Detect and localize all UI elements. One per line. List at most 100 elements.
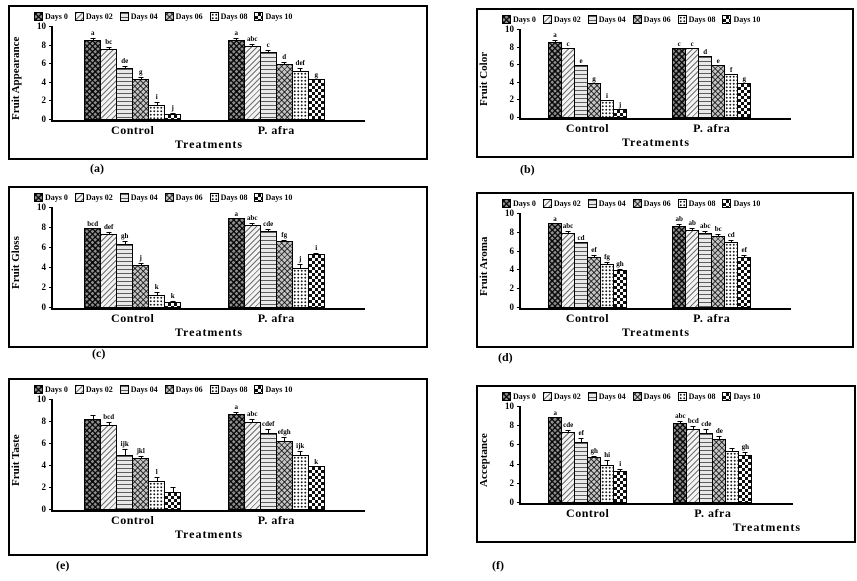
legend-item: Days 04 — [119, 385, 158, 394]
error-bar — [316, 252, 318, 255]
legend-label: Days 0 — [45, 193, 68, 202]
legend-swatch-icon — [542, 392, 552, 401]
y-tick-mark — [49, 421, 53, 422]
bar-days-04: ef — [574, 430, 589, 503]
y-tick-mark — [49, 287, 53, 288]
significance-letter: g — [742, 74, 746, 83]
error-bar — [156, 291, 158, 296]
bar-days-08: j — [291, 256, 309, 308]
error-bar — [140, 456, 142, 460]
y-axis-title: Fruit Aroma — [478, 236, 490, 296]
error-bar — [172, 112, 174, 116]
legend-swatch-icon — [502, 392, 511, 401]
legend-label: Days 06 — [643, 15, 671, 24]
bar-days-08 — [725, 447, 740, 503]
error-bar-cap — [265, 429, 271, 431]
error-bar — [284, 240, 286, 242]
legend-item: Days 0 — [502, 15, 536, 24]
bar-group-p-afra: a abc c d def g — [227, 30, 325, 120]
legend-label: Days 02 — [553, 15, 581, 24]
legend-item: Days 10 — [722, 199, 760, 208]
legend-swatch-icon — [254, 193, 264, 202]
significance-letter: gh — [590, 446, 598, 455]
error-bar-cap — [249, 419, 255, 421]
bar-days-06: ef — [587, 247, 601, 308]
y-tick-label: 0 — [41, 302, 47, 312]
y-tick-mark — [49, 119, 53, 120]
y-tick-mark — [517, 64, 521, 66]
y-tick-label: 6 — [41, 438, 47, 448]
legend-label: Days 02 — [553, 199, 581, 208]
y-axis-title: Fruit Gloss — [10, 236, 22, 290]
significance-letter: g — [592, 74, 596, 83]
legend-swatch-icon — [74, 193, 84, 202]
error-bar-cap — [233, 38, 239, 40]
error-bar — [284, 437, 286, 442]
error-bar — [140, 262, 142, 266]
bar-days-06: efgh — [275, 429, 293, 510]
legend-label: Days 08 — [220, 385, 248, 394]
bar-days-10: g — [737, 75, 752, 118]
legend-swatch-icon — [164, 12, 174, 21]
y-tick-mark — [517, 482, 521, 484]
legend-swatch-icon — [74, 12, 84, 21]
bar-days-04: cde — [259, 220, 277, 308]
significance-letter: ef — [591, 246, 597, 255]
error-bar — [555, 39, 556, 44]
y-tick-label: 0 — [509, 497, 515, 507]
error-bar-cap — [729, 447, 735, 449]
chart-legend: Days 0 Days 02 Days 04 Days 06 Days 08 Days 1… — [34, 385, 424, 394]
error-bar — [607, 460, 609, 466]
legend-label: Days 0 — [45, 12, 68, 21]
x-category-label: P. afra — [693, 121, 731, 135]
y-tick-mark — [49, 44, 53, 46]
significance-letter: fg — [281, 231, 288, 239]
y-tick-mark — [517, 117, 521, 118]
legend-item: Days 04 — [119, 193, 158, 202]
error-bar-cap — [265, 228, 271, 230]
y-tick-mark — [517, 406, 521, 407]
bar-days-02: abc — [561, 223, 575, 308]
legend-label: Days 04 — [598, 15, 626, 24]
legend-swatch-icon — [542, 199, 552, 208]
error-bar — [252, 223, 254, 226]
error-bar-cap — [741, 254, 747, 256]
error-bar-cap — [281, 437, 287, 439]
legend-swatch-icon — [209, 12, 219, 21]
bar-days-08: cd — [724, 231, 739, 308]
error-bar-cap — [249, 44, 255, 46]
significance-letter: de — [715, 427, 723, 436]
chart-body: Fruit Gloss 0 2 4 6 8 10 bcd def gh j k k Control a abc… — [10, 202, 426, 342]
plot-grid: 0 2 4 6 8 10 bcd ijk jkl l Control a abc cdef efgh ijk k… — [37, 395, 365, 541]
significance-letter: cd — [577, 234, 585, 243]
bar-days-04: d — [698, 48, 713, 118]
y-tick-mark — [49, 81, 53, 83]
significance-letter: a — [234, 29, 238, 38]
significance-letter: e — [579, 57, 583, 66]
bar-days-06: g — [132, 69, 150, 120]
error-bar — [124, 241, 126, 245]
significance-letter: ijk — [296, 441, 305, 450]
significance-letter: bcd — [103, 413, 115, 422]
error-bar-cap — [106, 47, 112, 49]
legend-item: Days 0 — [34, 385, 68, 394]
error-bar-cap — [297, 264, 303, 265]
y-tick-mark — [517, 288, 521, 290]
error-bar — [252, 419, 254, 423]
significance-letter: abc — [699, 222, 711, 231]
legend-item: Days 0 — [502, 199, 536, 208]
y-tick-label: 2 — [41, 282, 47, 292]
y-tick-mark — [517, 502, 521, 503]
significance-letter: d — [282, 53, 287, 62]
significance-letter: c — [566, 39, 570, 48]
error-bar — [732, 447, 734, 453]
plot-grid: 0 2 4 6 8 10 a cde ef gh hi i Control abc bcd cde de gh P.… — [505, 402, 800, 535]
chart-body: Fruit Color 0 2 4 6 8 10 a c e g i j Control c c d e f g P. … — [478, 24, 852, 152]
y-tick-label: 10 — [505, 24, 514, 34]
y-tick-label: 10 — [505, 208, 514, 218]
caption-c: (c) — [92, 346, 106, 360]
bar-days-10: ef — [737, 246, 752, 308]
y-tick-label: 2 — [509, 283, 515, 294]
error-bar — [140, 77, 142, 81]
significance-letter: fg — [604, 253, 610, 262]
